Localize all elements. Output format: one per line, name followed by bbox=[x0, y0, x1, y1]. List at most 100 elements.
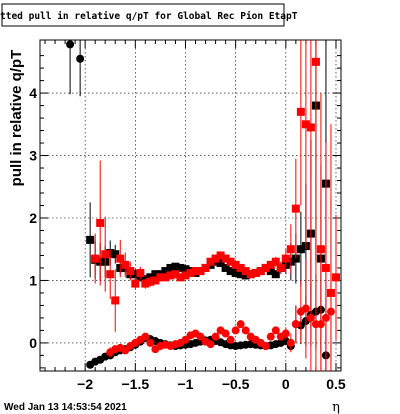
data-point-square bbox=[161, 273, 170, 282]
data-point-square bbox=[131, 270, 140, 279]
y-tick-label: 2 bbox=[29, 210, 37, 226]
data-point-square bbox=[161, 267, 170, 276]
data-point-circle bbox=[286, 338, 295, 347]
data-point-square bbox=[281, 254, 290, 263]
data-point-square bbox=[236, 270, 245, 279]
data-point-square bbox=[106, 270, 115, 279]
x-tick-label: −1.5 bbox=[121, 376, 149, 392]
data-point-square bbox=[116, 254, 125, 263]
data-point-square bbox=[211, 254, 220, 263]
data-point-square bbox=[96, 218, 105, 227]
data-point-square bbox=[216, 251, 225, 260]
data-point-square bbox=[326, 288, 335, 297]
y-tick-labels: 0 1 2 3 4 bbox=[29, 85, 37, 351]
data-point-square bbox=[196, 267, 205, 276]
data-point-square bbox=[236, 263, 245, 272]
data-point-square bbox=[151, 270, 160, 279]
data-point-square bbox=[306, 123, 315, 132]
data-point-circle bbox=[266, 332, 275, 341]
data-point-circle bbox=[196, 332, 205, 341]
data-point-square bbox=[101, 250, 110, 259]
data-point-square bbox=[191, 267, 200, 276]
data-point-square bbox=[271, 257, 280, 266]
data-point-circle bbox=[141, 332, 150, 341]
data-point-circle bbox=[66, 40, 75, 49]
data-point-square bbox=[151, 276, 160, 285]
data-point-square bbox=[321, 263, 330, 272]
data-point-circle bbox=[206, 340, 215, 349]
data-point-square bbox=[121, 260, 130, 269]
data-point-circle bbox=[236, 320, 245, 329]
x-tick-label: −2 bbox=[77, 376, 93, 392]
data-point-square bbox=[186, 268, 195, 277]
data-point-square bbox=[331, 273, 340, 282]
data-point-square bbox=[111, 296, 120, 305]
data-point-circle bbox=[146, 338, 155, 347]
data-point-square bbox=[141, 279, 150, 288]
data-point-square bbox=[221, 254, 230, 263]
data-point-square bbox=[246, 270, 255, 279]
data-point-square bbox=[181, 265, 190, 274]
series-3 bbox=[91, 40, 340, 371]
data-point-square bbox=[136, 268, 145, 277]
data-point-square bbox=[311, 57, 320, 66]
data-point-square bbox=[251, 268, 260, 277]
x-tick-label: −0.5 bbox=[222, 376, 250, 392]
data-point-circle bbox=[301, 304, 310, 313]
data-point-square bbox=[226, 257, 235, 266]
x-tick-labels: −2 −1.5 −1 −0.5 0 0.5 bbox=[77, 376, 346, 392]
data-point-square bbox=[226, 267, 235, 276]
timestamp: Wed Jan 13 14:53:54 2021 bbox=[4, 402, 127, 413]
data-point-square bbox=[231, 268, 240, 277]
y-tick-label: 0 bbox=[29, 335, 37, 351]
x-axis-label: η bbox=[332, 400, 340, 414]
data-point-square bbox=[316, 245, 325, 254]
data-point-square bbox=[266, 260, 275, 269]
data-point-square bbox=[241, 267, 250, 276]
data-point-square bbox=[166, 263, 175, 272]
data-point-square bbox=[126, 267, 135, 276]
title-frame bbox=[1, 3, 285, 27]
data-point-square bbox=[131, 279, 140, 288]
data-point-square bbox=[91, 254, 100, 263]
data-point-square bbox=[146, 277, 155, 286]
data-point-circle bbox=[306, 313, 315, 322]
data-point-square bbox=[296, 245, 305, 254]
x-tick-label: 0 bbox=[282, 376, 290, 392]
data-point-square bbox=[241, 271, 250, 280]
data-point-square bbox=[301, 120, 310, 129]
grid-lines bbox=[40, 40, 341, 371]
data-point-square bbox=[206, 257, 215, 266]
data-point-square bbox=[171, 262, 180, 271]
data-point-circle bbox=[261, 342, 270, 351]
data-point-circle bbox=[281, 329, 290, 338]
data-point-square bbox=[111, 250, 120, 259]
data-point-square bbox=[166, 271, 175, 280]
data-point-square bbox=[286, 245, 295, 254]
data-point-square bbox=[256, 267, 265, 276]
data-point-square bbox=[201, 263, 210, 272]
y-tick-label: 4 bbox=[29, 85, 37, 101]
data-point-circle bbox=[231, 326, 240, 335]
data-point-circle bbox=[211, 332, 220, 341]
data-marks bbox=[66, 40, 340, 371]
data-point-square bbox=[266, 267, 275, 276]
data-point-square bbox=[271, 270, 280, 279]
data-point-square bbox=[181, 271, 190, 280]
y-tick-label: 1 bbox=[29, 272, 37, 288]
data-point-square bbox=[276, 263, 285, 272]
data-point-square bbox=[86, 235, 95, 244]
data-point-circle bbox=[226, 335, 235, 344]
data-point-square bbox=[171, 270, 180, 279]
x-tick-label: −1 bbox=[177, 376, 193, 392]
data-point-circle bbox=[76, 54, 85, 63]
y-tick-label: 3 bbox=[29, 148, 37, 164]
title-box: Fitted pull in relative q/pT for Global … bbox=[0, 3, 298, 27]
data-point-square bbox=[156, 273, 165, 282]
data-point-square bbox=[176, 263, 185, 272]
data-point-circle bbox=[221, 329, 230, 338]
y-axis-label: pull in relative q/pT bbox=[8, 50, 25, 187]
data-point-square bbox=[216, 258, 225, 267]
